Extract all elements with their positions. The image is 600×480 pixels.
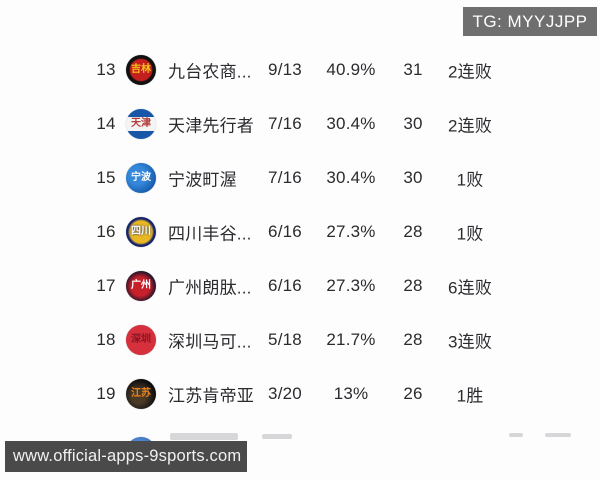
points-cell: 28 [403, 330, 423, 349]
win-pct-cell: 27.3% [326, 222, 376, 241]
points-cell: 30 [403, 168, 423, 187]
points-cell: 31 [403, 60, 423, 79]
team-logo: 天津 [126, 109, 156, 139]
team-name: 天津先行者 [168, 116, 254, 136]
streak-cell: 2连败 [447, 116, 493, 136]
points-cell: 30 [403, 114, 423, 133]
win-pct-cell: 30.4% [326, 168, 376, 187]
rank-cell: 16 [96, 222, 116, 241]
table-row[interactable]: 17 广州 广州朗肽... 6/16 27.3% 28 6连败 [0, 259, 600, 313]
team-name: 四川丰谷... [168, 224, 252, 244]
record-cell: 6/16 [268, 222, 302, 241]
rank-cell: 15 [96, 168, 116, 187]
points-cell: 28 [403, 276, 423, 295]
points-cell: 26 [403, 384, 423, 403]
streak-cell: 3连败 [447, 332, 493, 352]
record-cell: 7/16 [268, 114, 302, 133]
team-name: 九台农商... [168, 62, 252, 82]
team-name: 江苏肯帝亚 [168, 386, 254, 406]
record-cell: 3/20 [268, 384, 302, 403]
streak-cell: 6连败 [447, 278, 493, 298]
win-pct-cell: 30.4% [326, 114, 376, 133]
partial-row-remnant [170, 433, 238, 440]
watermark-url: www.official-apps-9sports.com [5, 441, 247, 472]
partial-row-remnant [545, 433, 571, 437]
streak-cell: 1败 [456, 170, 484, 190]
win-pct-cell: 13% [333, 384, 369, 403]
streak-cell: 2连败 [447, 62, 493, 82]
record-cell: 9/13 [268, 60, 302, 79]
team-logo: 江苏 [126, 379, 156, 409]
partial-row-remnant [262, 434, 292, 439]
record-cell: 7/16 [268, 168, 302, 187]
team-logo: 吉林 [126, 55, 156, 85]
team-logo: 四川 [126, 217, 156, 247]
record-cell: 5/18 [268, 330, 302, 349]
rank-cell: 17 [96, 276, 116, 295]
rank-cell: 14 [96, 114, 116, 133]
table-row[interactable]: 14 天津 天津先行者 7/16 30.4% 30 2连败 [0, 97, 600, 151]
tg-badge: TG: MYYJJPP [463, 7, 597, 36]
streak-cell: 1胜 [456, 386, 484, 406]
team-name: 深圳马可... [168, 332, 252, 352]
win-pct-cell: 27.3% [326, 276, 376, 295]
rank-cell: 13 [96, 60, 116, 79]
team-logo: 广州 [126, 271, 156, 301]
record-cell: 6/16 [268, 276, 302, 295]
rank-cell: 18 [96, 330, 116, 349]
table-row[interactable]: 13 吉林 九台农商... 9/13 40.9% 31 2连败 [0, 43, 600, 97]
standings-table: 13 吉林 九台农商... 9/13 40.9% 31 2连败 14 天津 天津… [0, 43, 600, 421]
points-cell: 28 [403, 222, 423, 241]
streak-cell: 1败 [456, 224, 484, 244]
team-logo: 宁波 [126, 163, 156, 193]
table-row[interactable]: 15 宁波 宁波町渥 7/16 30.4% 30 1败 [0, 151, 600, 205]
table-row[interactable]: 18 深圳 深圳马可... 5/18 21.7% 28 3连败 [0, 313, 600, 367]
table-row[interactable]: 16 四川 四川丰谷... 6/16 27.3% 28 1败 [0, 205, 600, 259]
team-name: 广州朗肽... [168, 278, 252, 298]
team-logo: 深圳 [126, 325, 156, 355]
table-row[interactable]: 19 江苏 江苏肯帝亚 3/20 13% 26 1胜 [0, 367, 600, 421]
win-pct-cell: 21.7% [326, 330, 376, 349]
win-pct-cell: 40.9% [326, 60, 376, 79]
team-name: 宁波町渥 [168, 170, 237, 190]
rank-cell: 19 [96, 384, 116, 403]
partial-row-remnant [509, 433, 523, 437]
